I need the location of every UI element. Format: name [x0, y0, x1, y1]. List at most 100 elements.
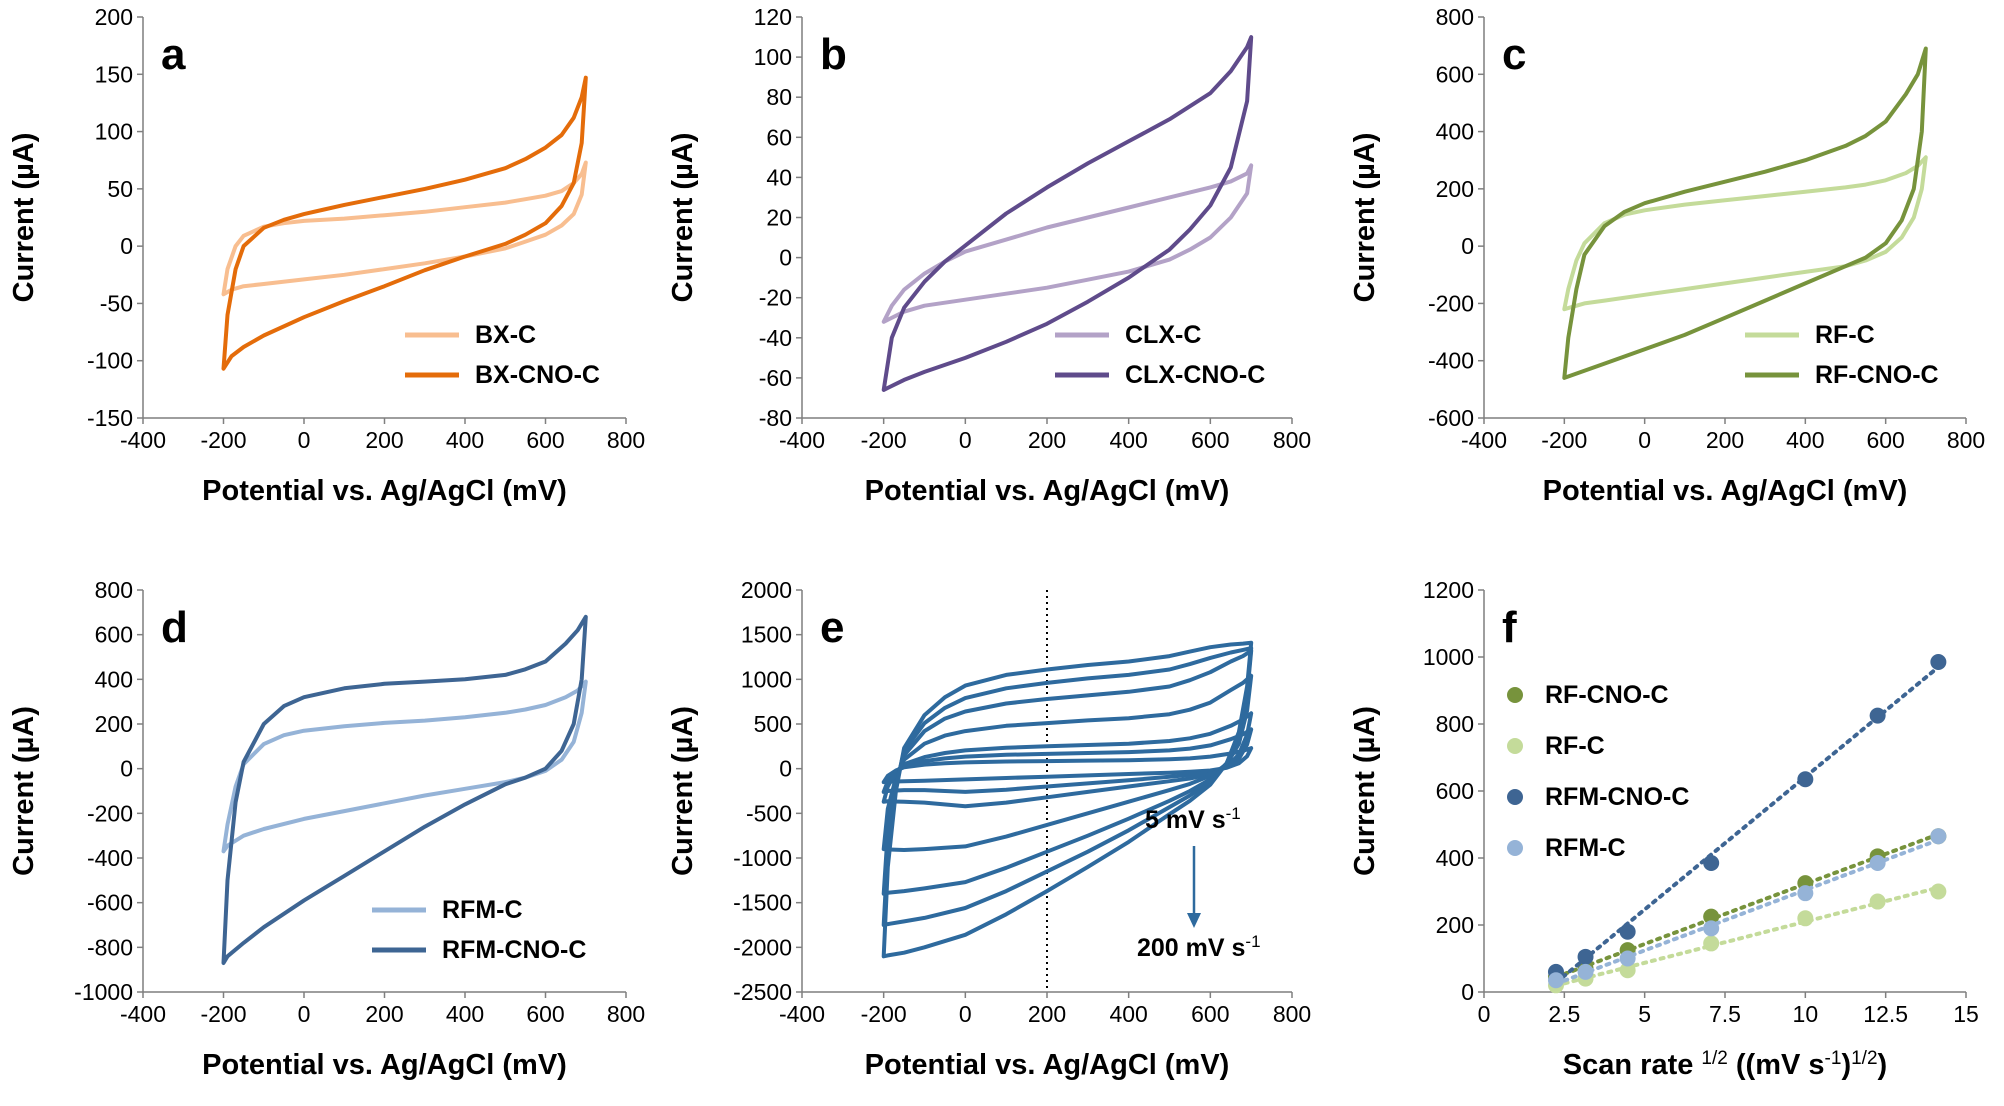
y-tick-label: 800 [1436, 4, 1474, 30]
x-tick-label: 0 [298, 1001, 311, 1027]
panel-label: b [820, 30, 847, 79]
data-point-rfm-c [1797, 885, 1814, 902]
cv-curve-5-mv-s-1 [881, 746, 1254, 785]
y-tick-label: 20 [766, 205, 792, 231]
x-axis-label: Potential vs. Ag/AgCl (mV) [202, 475, 567, 507]
y-tick-label: 0 [779, 756, 792, 782]
cv-curve-bx-c [221, 160, 588, 297]
x-tick-label: 400 [1109, 1001, 1147, 1027]
legend-marker [1507, 738, 1523, 754]
x-tick-label: 200 [365, 427, 403, 453]
legend-label: CLX-CNO-C [1125, 361, 1265, 389]
panel-label: a [161, 30, 186, 79]
y-tick-label: 100 [754, 44, 792, 70]
y-tick-label: -1000 [733, 845, 792, 871]
legend-marker [1507, 840, 1523, 856]
y-tick-label: -150 [87, 405, 133, 431]
x-tick-label: -400 [779, 427, 825, 453]
x-tick-label: 200 [1028, 427, 1066, 453]
cv-curve-clx-c [881, 163, 1254, 324]
legend-label: RFM-CNO-C [442, 936, 586, 964]
cv-curve-150-mv-s-1 [881, 646, 1254, 927]
data-point-rfm-c [1619, 950, 1636, 967]
data-point-rf-c [1869, 893, 1886, 910]
cv-curve-rf-c [1562, 155, 1928, 312]
x-tick-label: 2.5 [1548, 1001, 1580, 1027]
y-tick-label: 600 [1436, 61, 1474, 87]
y-tick-label: 100 [95, 119, 133, 145]
y-axis-label: Current (µA) [667, 133, 699, 303]
x-tick-label: 0 [959, 427, 972, 453]
data-point-rfm-cno-c [1930, 654, 1947, 671]
legend-label: RFM-C [442, 896, 523, 924]
x-tick-label: 12.5 [1863, 1001, 1908, 1027]
x-tick-label: 400 [1109, 427, 1147, 453]
x-tick-label: 200 [1028, 1001, 1066, 1027]
cv-curve-bx-cno-c [221, 75, 588, 371]
x-tick-label: 600 [526, 427, 564, 453]
x-tick-label: 200 [365, 1001, 403, 1027]
data-point-rf-c [1619, 962, 1636, 979]
x-tick-label: 400 [1786, 427, 1824, 453]
legend: BX-C BX-CNO-C [405, 321, 600, 389]
x-axis-label: Potential vs. Ag/AgCl (mV) [202, 1049, 567, 1081]
x-tick-label: -400 [1461, 427, 1507, 453]
x-tick-label: 7.5 [1709, 1001, 1741, 1027]
y-tick-label: 400 [1436, 119, 1474, 145]
y-tick-label: 200 [1436, 176, 1474, 202]
legend-label: RF-CNO-C [1815, 361, 1939, 389]
data-point-rfm-cno-c [1703, 855, 1720, 872]
y-tick-label: 800 [95, 577, 133, 603]
scan-rate-low-label: 5 mV s-1 [1145, 804, 1241, 835]
x-tick-label: 400 [446, 427, 484, 453]
panel-e: -2500-2000-1500-1000-5000500100015002000… [667, 577, 1311, 1081]
x-tick-label: -200 [200, 1001, 246, 1027]
x-axis-label: Potential vs. Ag/AgCl (mV) [1543, 475, 1908, 507]
cv-curve-100-mv-s-1 [881, 648, 1254, 896]
x-tick-label: 400 [446, 1001, 484, 1027]
cv-curve-200-mv-s-1 [881, 640, 1254, 959]
y-tick-label: 150 [95, 61, 133, 87]
y-tick-label: 80 [766, 84, 792, 110]
x-tick-label: 0 [1478, 1001, 1491, 1027]
x-tick-label: -400 [779, 1001, 825, 1027]
y-tick-label: -2000 [733, 934, 792, 960]
y-tick-label: 200 [1436, 912, 1474, 938]
data-point-rfm-c [1930, 828, 1947, 845]
cv-curve-rfm-c [221, 679, 588, 854]
y-tick-label: -600 [87, 890, 133, 916]
legend-marker [1507, 789, 1523, 805]
legend: RF-CNO-C RF-C RFM-CNO-C RFM-C [1507, 681, 1689, 862]
y-tick-label: -200 [87, 800, 133, 826]
x-tick-label: -200 [861, 1001, 907, 1027]
y-tick-label: 0 [1461, 233, 1474, 259]
y-tick-label: 0 [1461, 979, 1474, 1005]
y-tick-label: 800 [1436, 711, 1474, 737]
x-tick-label: 800 [1947, 427, 1985, 453]
scan-rate-high-label: 200 mV s-1 [1137, 932, 1261, 963]
x-tick-label: 800 [607, 427, 645, 453]
x-axis-label: Potential vs. Ag/AgCl (mV) [865, 475, 1230, 507]
x-tick-label: 0 [1638, 427, 1651, 453]
y-tick-label: 40 [766, 164, 792, 190]
y-tick-label: -200 [1428, 290, 1474, 316]
legend-marker [1507, 687, 1523, 703]
y-tick-label: -60 [759, 365, 792, 391]
legend: RFM-C RFM-CNO-C [372, 896, 586, 964]
y-tick-label: 1000 [1423, 644, 1474, 670]
y-axis-label: Current (µA) [8, 706, 40, 876]
legend-label: RFM-CNO-C [1545, 783, 1689, 811]
y-tick-label: -1000 [74, 979, 133, 1005]
y-tick-label: 200 [95, 4, 133, 30]
y-tick-label: 0 [779, 245, 792, 271]
data-point-rfm-c [1577, 963, 1594, 980]
y-tick-label: -600 [1428, 405, 1474, 431]
data-point-rfm-cno-c [1619, 923, 1636, 940]
x-tick-label: 15 [1953, 1001, 1979, 1027]
x-tick-label: 10 [1793, 1001, 1819, 1027]
y-axis-label: Current (µA) [1349, 706, 1381, 876]
cv-curve-rfm-cno-c [221, 614, 588, 965]
